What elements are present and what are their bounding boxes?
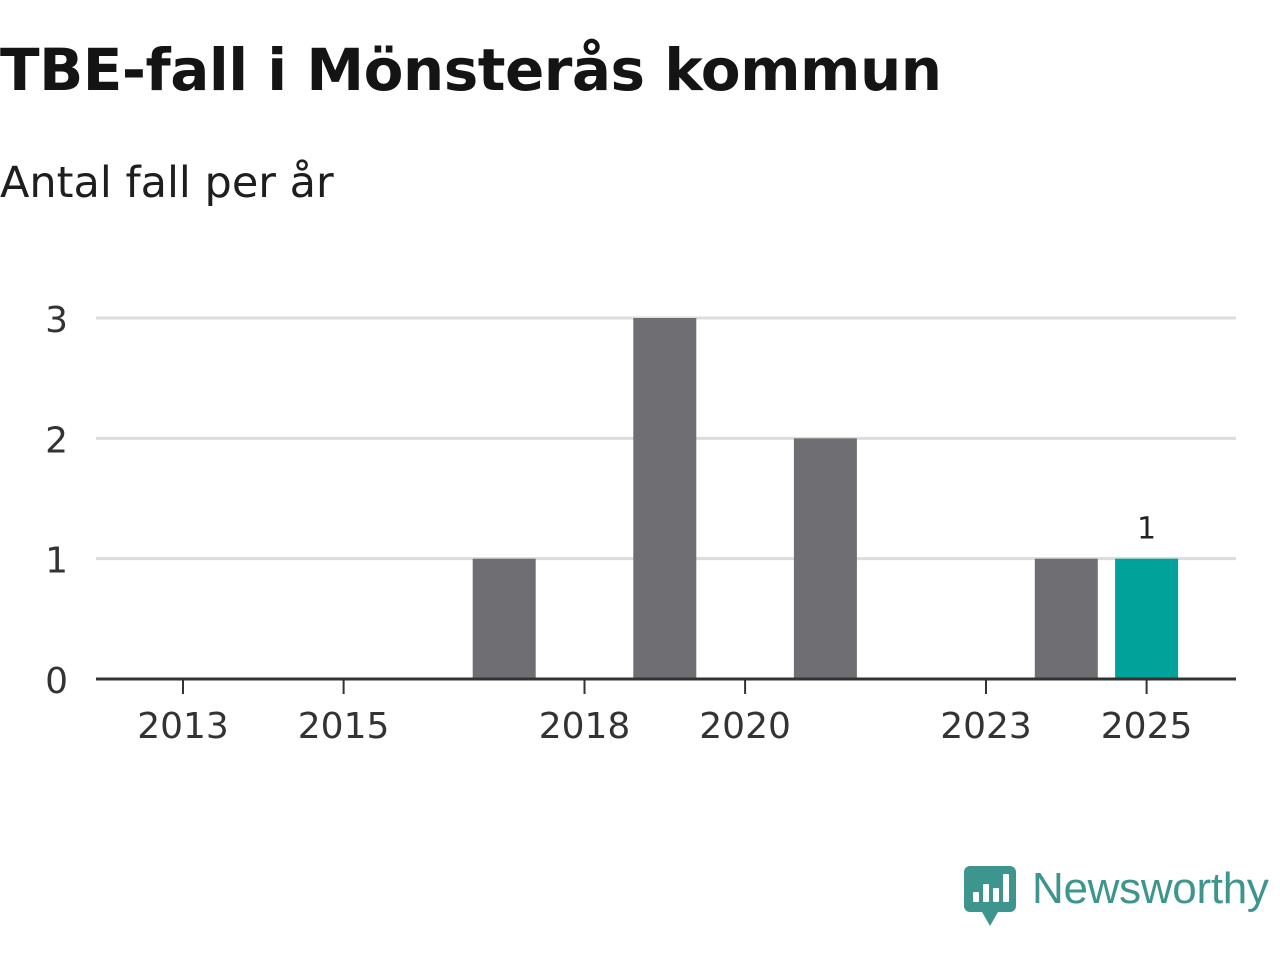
x-tick-label-2020: 2020 xyxy=(699,706,791,747)
y-tick-label-0: 0 xyxy=(45,661,68,702)
bar-2021 xyxy=(793,438,857,679)
x-tick-label-2013: 2013 xyxy=(137,706,229,747)
bar-2019 xyxy=(633,318,697,679)
x-tick-label-2025: 2025 xyxy=(1101,706,1193,747)
newsworthy-logo[interactable]: Newsworthy xyxy=(964,864,1269,928)
newsworthy-logo-icon xyxy=(964,866,1016,926)
data-label-2025: 1 xyxy=(1137,512,1156,547)
y-tick-label-1: 1 xyxy=(45,541,68,582)
x-tick-label-2023: 2023 xyxy=(940,706,1032,747)
y-tick-label-3: 3 xyxy=(45,300,68,341)
x-tick-label-2018: 2018 xyxy=(539,706,631,747)
chart-subtitle: Antal fall per år xyxy=(0,158,334,208)
bar-2024 xyxy=(1034,558,1098,679)
bar-2017 xyxy=(472,558,536,679)
newsworthy-brand-name: Newsworthy xyxy=(1032,864,1269,913)
chart-title: TBE-fall i Mönsterås kommun xyxy=(0,36,942,104)
y-tick-label-2: 2 xyxy=(45,420,68,461)
x-tick-label-2015: 2015 xyxy=(298,706,390,747)
bar-2025 xyxy=(1115,558,1179,679)
